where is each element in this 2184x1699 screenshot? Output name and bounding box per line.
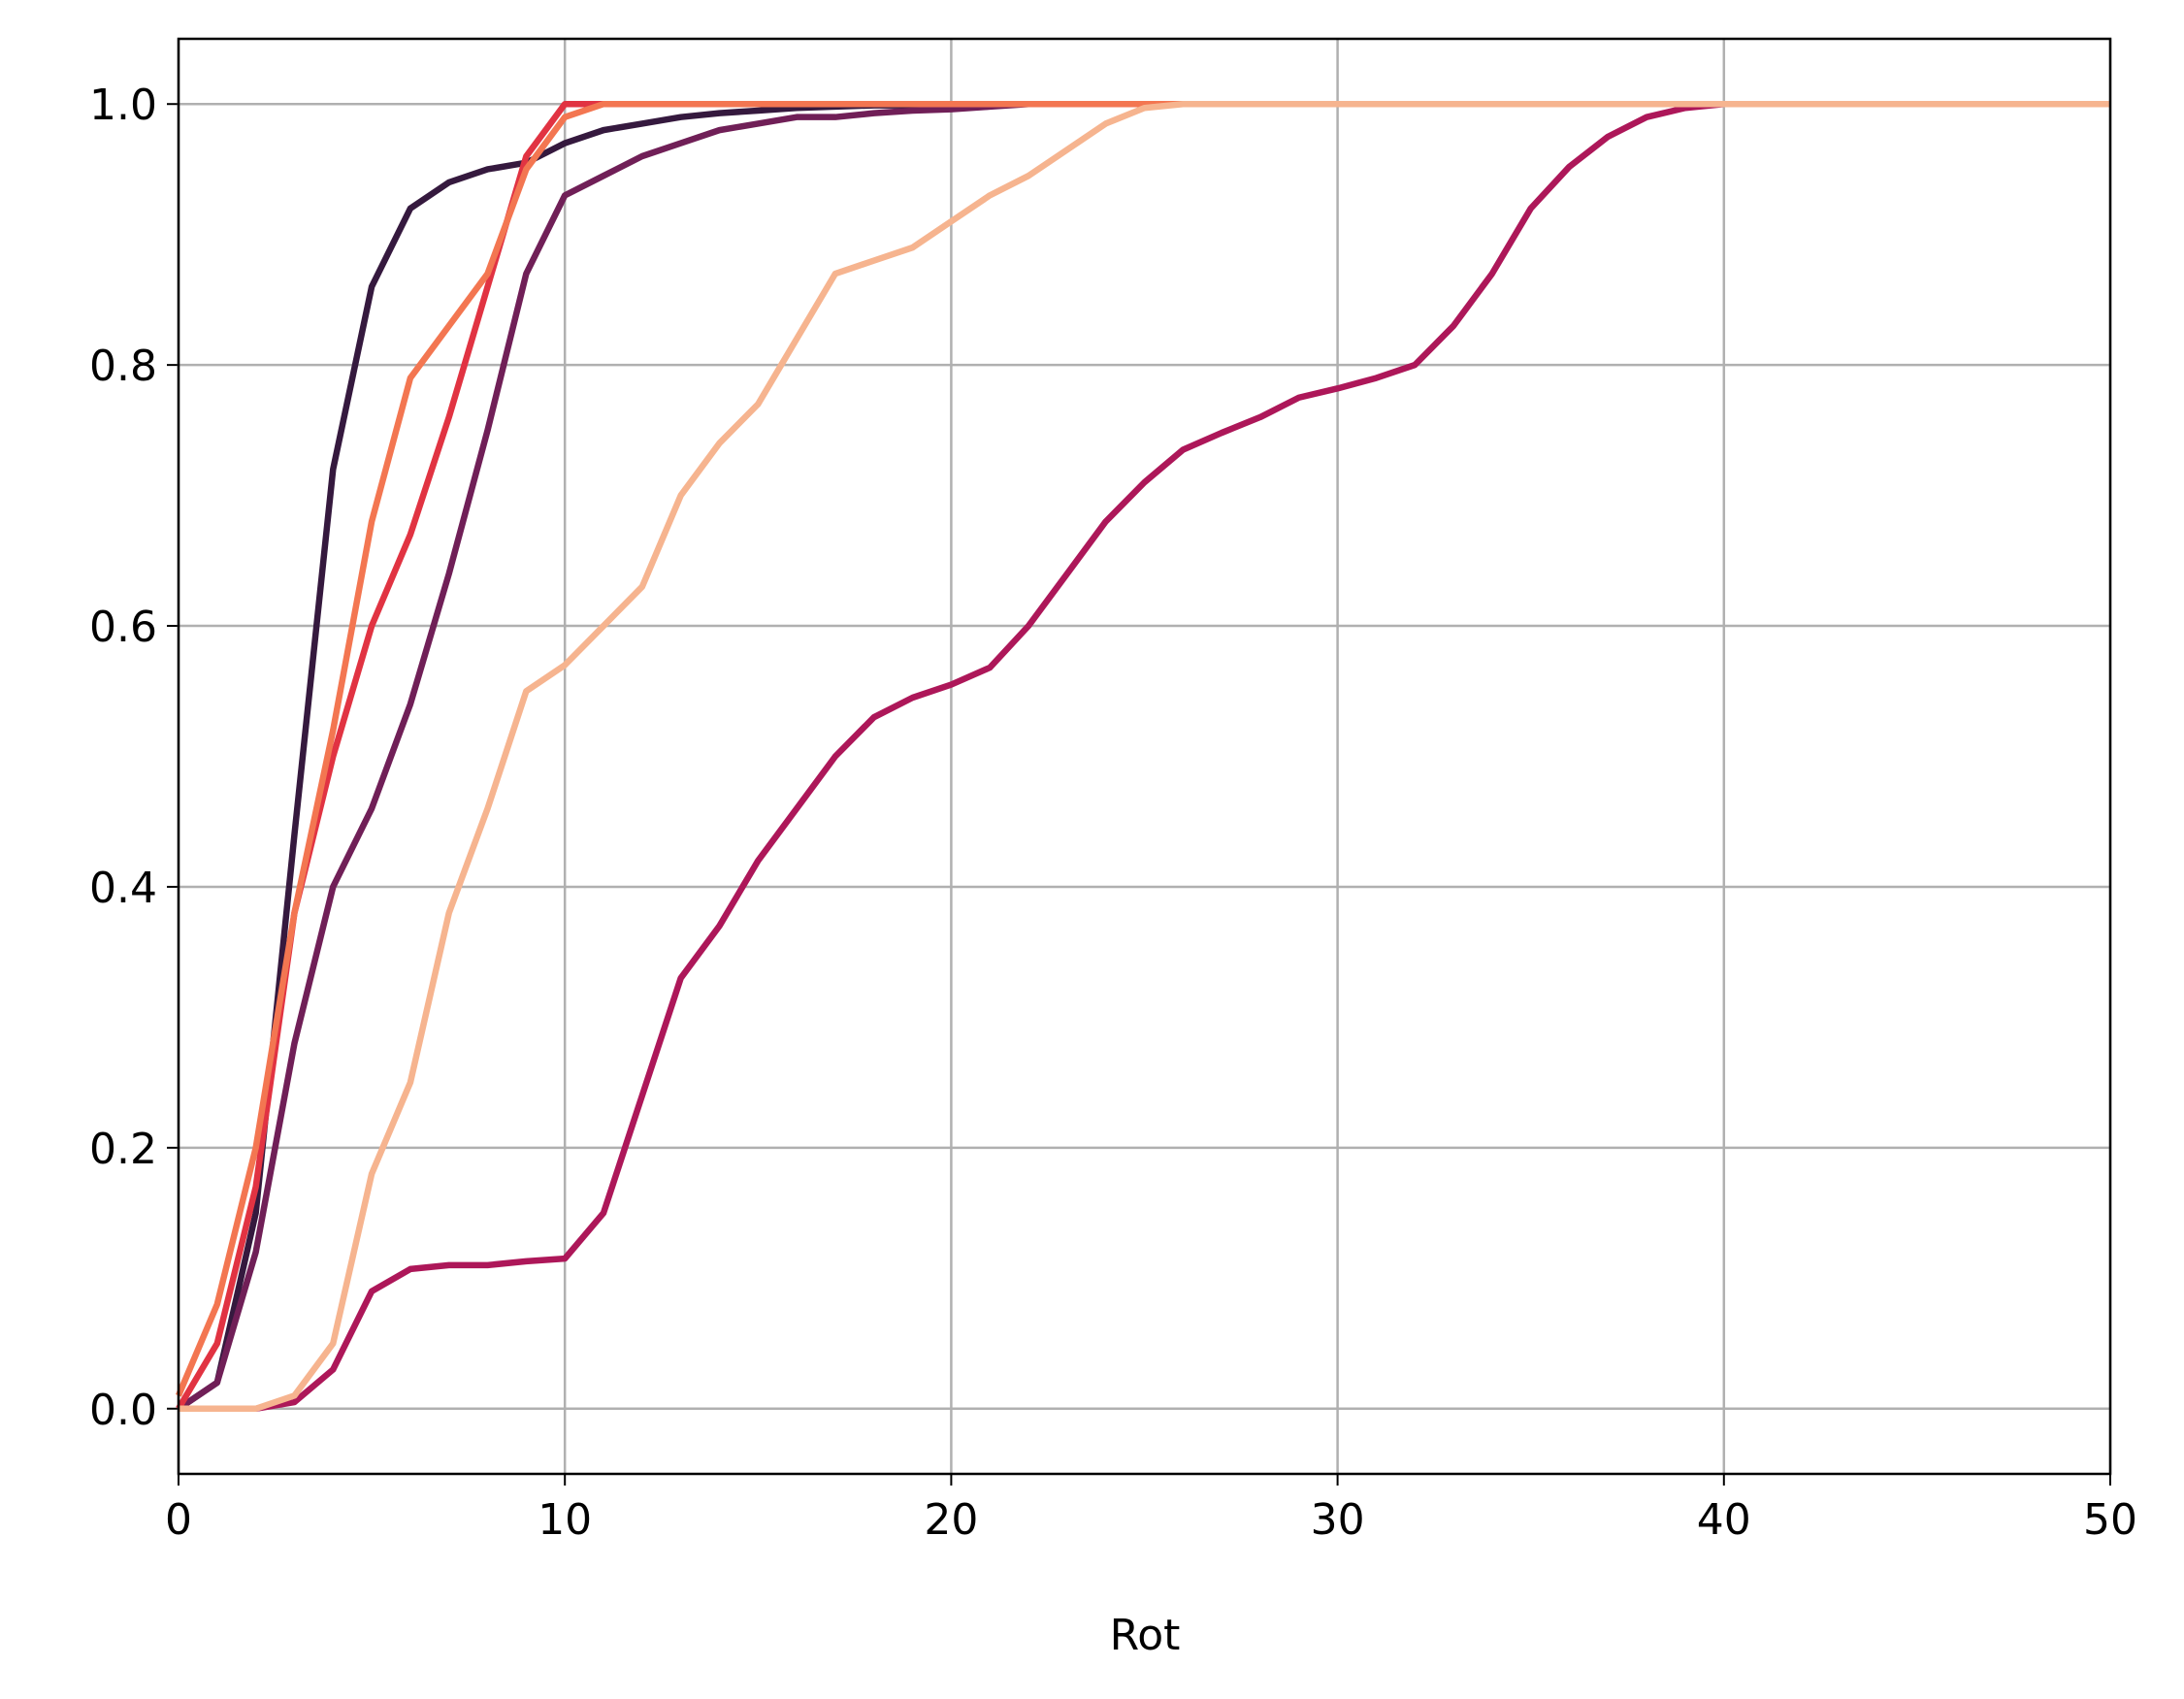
y-tick-label: 0.4 [89, 864, 157, 913]
x-axis-label: Rot [1110, 1611, 1181, 1660]
series-line [179, 100, 2110, 1413]
y-tick-label: 0.6 [89, 603, 157, 652]
y-tick-label: 1.0 [89, 81, 157, 130]
y-tick-label: 0.2 [89, 1125, 157, 1174]
plot-frame [177, 37, 2112, 1476]
x-tick-label: 50 [2083, 1495, 2137, 1545]
x-tick-label: 10 [538, 1495, 592, 1545]
series-line [176, 100, 2110, 1397]
y-tick-label: 0.8 [89, 342, 157, 391]
x-tick-label: 0 [165, 1495, 192, 1545]
y-tick-label: 0.0 [89, 1386, 157, 1435]
x-tick-label: 30 [1311, 1495, 1365, 1545]
x-tick-label: 20 [924, 1495, 978, 1545]
x-tick-label: 40 [1697, 1495, 1751, 1545]
